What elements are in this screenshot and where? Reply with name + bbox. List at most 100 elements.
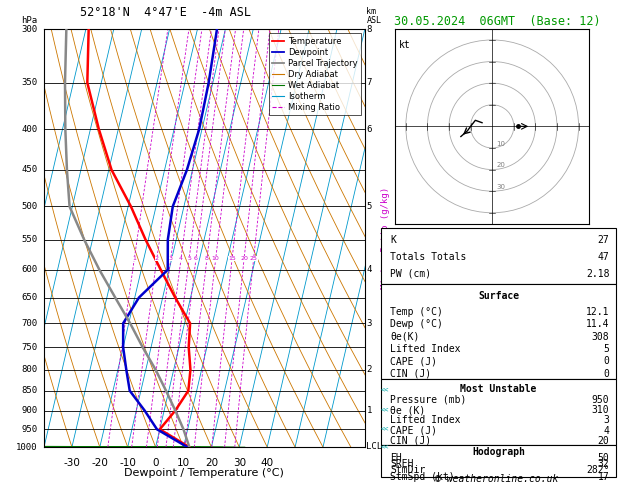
Text: 17: 17	[598, 471, 610, 482]
Text: 1: 1	[367, 406, 372, 415]
Text: 10: 10	[177, 458, 190, 468]
Text: 27: 27	[598, 235, 610, 245]
Text: 20: 20	[205, 458, 218, 468]
Text: 310: 310	[592, 405, 610, 415]
Text: 950: 950	[592, 395, 610, 405]
Text: 700: 700	[21, 319, 38, 328]
Text: 0: 0	[603, 356, 610, 366]
Text: 32: 32	[598, 459, 610, 469]
Text: 7: 7	[367, 78, 372, 87]
Text: 900: 900	[21, 406, 38, 415]
Text: 8: 8	[205, 256, 209, 261]
Text: 3: 3	[603, 416, 610, 425]
Text: -30: -30	[64, 458, 81, 468]
Text: CIN (J): CIN (J)	[390, 436, 431, 446]
Text: 0: 0	[152, 458, 159, 468]
Text: 1: 1	[132, 256, 136, 261]
Text: 600: 600	[21, 265, 38, 274]
Text: Hodograph: Hodograph	[472, 447, 525, 457]
Text: EH: EH	[390, 452, 402, 463]
Text: Pressure (mb): Pressure (mb)	[390, 395, 466, 405]
Text: SREH: SREH	[390, 459, 413, 469]
Text: 4: 4	[603, 426, 610, 435]
Text: 12.1: 12.1	[586, 307, 610, 317]
Text: 30.05.2024  06GMT  (Base: 12): 30.05.2024 06GMT (Base: 12)	[394, 15, 600, 28]
Text: Most Unstable: Most Unstable	[460, 383, 537, 394]
Text: 6: 6	[367, 124, 372, 134]
Text: <<: <<	[381, 426, 389, 433]
Text: 3: 3	[367, 319, 372, 328]
Text: 750: 750	[21, 343, 38, 352]
Text: 11.4: 11.4	[586, 319, 610, 330]
Text: 47: 47	[598, 252, 610, 262]
Text: Mixing Ratio (g/kg): Mixing Ratio (g/kg)	[381, 187, 390, 289]
Text: 15: 15	[228, 256, 236, 261]
Text: 4: 4	[179, 256, 183, 261]
Text: StmSpd (kt): StmSpd (kt)	[390, 471, 455, 482]
Text: Dewpoint / Temperature (°C): Dewpoint / Temperature (°C)	[125, 468, 284, 478]
Text: Temp (°C): Temp (°C)	[390, 307, 443, 317]
Text: 10: 10	[212, 256, 220, 261]
Text: 20: 20	[496, 162, 505, 168]
Text: 1000: 1000	[16, 443, 38, 451]
Text: K: K	[390, 235, 396, 245]
Text: hPa: hPa	[21, 16, 38, 25]
Text: CAPE (J): CAPE (J)	[390, 356, 437, 366]
Text: Totals Totals: Totals Totals	[390, 252, 466, 262]
Text: StmDir: StmDir	[390, 465, 425, 475]
Text: 20: 20	[240, 256, 248, 261]
Text: 5: 5	[603, 344, 610, 354]
Text: PW (cm): PW (cm)	[390, 269, 431, 278]
Text: 25: 25	[250, 256, 257, 261]
Text: 350: 350	[21, 78, 38, 87]
Text: 500: 500	[21, 202, 38, 211]
FancyBboxPatch shape	[381, 284, 616, 379]
Text: 52°18'N  4°47'E  -4m ASL: 52°18'N 4°47'E -4m ASL	[81, 6, 252, 19]
Text: 5: 5	[187, 256, 191, 261]
Text: 30: 30	[496, 184, 506, 190]
Text: <<: <<	[381, 408, 389, 414]
FancyBboxPatch shape	[381, 228, 616, 284]
Text: Lifted Index: Lifted Index	[390, 416, 460, 425]
Text: 300: 300	[21, 25, 38, 34]
Text: 550: 550	[21, 235, 38, 244]
Text: 2.18: 2.18	[586, 269, 610, 278]
Text: Lifted Index: Lifted Index	[390, 344, 460, 354]
Text: -10: -10	[120, 458, 136, 468]
Text: 0: 0	[603, 369, 610, 379]
Text: 3: 3	[169, 256, 173, 261]
Text: km
ASL: km ASL	[367, 7, 381, 25]
Text: 2: 2	[367, 365, 372, 374]
Text: θe (K): θe (K)	[390, 405, 425, 415]
Text: 950: 950	[21, 425, 38, 434]
Text: 20: 20	[598, 436, 610, 446]
Text: 850: 850	[21, 386, 38, 395]
Text: 50: 50	[598, 452, 610, 463]
Text: 450: 450	[21, 165, 38, 174]
Text: 10: 10	[496, 140, 506, 147]
Text: 308: 308	[592, 331, 610, 342]
Text: 650: 650	[21, 293, 38, 302]
Text: 5: 5	[367, 202, 372, 211]
Text: Dewp (°C): Dewp (°C)	[390, 319, 443, 330]
Legend: Temperature, Dewpoint, Parcel Trajectory, Dry Adiabat, Wet Adiabat, Isotherm, Mi: Temperature, Dewpoint, Parcel Trajectory…	[269, 34, 360, 116]
Text: LCL: LCL	[367, 442, 382, 451]
Text: 4: 4	[367, 265, 372, 274]
Text: kt: kt	[399, 40, 411, 50]
Text: 2: 2	[155, 256, 159, 261]
Text: θe(K): θe(K)	[390, 331, 420, 342]
Text: <<: <<	[381, 444, 389, 450]
Text: <<: <<	[381, 388, 389, 394]
FancyBboxPatch shape	[381, 379, 616, 445]
Text: CAPE (J): CAPE (J)	[390, 426, 437, 435]
Text: Surface: Surface	[478, 291, 519, 301]
Text: 40: 40	[260, 458, 274, 468]
Text: 6: 6	[194, 256, 198, 261]
Text: -20: -20	[91, 458, 108, 468]
Text: 400: 400	[21, 124, 38, 134]
Text: 800: 800	[21, 365, 38, 374]
Text: 30: 30	[233, 458, 246, 468]
FancyBboxPatch shape	[381, 445, 616, 477]
Text: © weatheronline.co.uk: © weatheronline.co.uk	[435, 473, 559, 484]
Text: 282°: 282°	[586, 465, 610, 475]
